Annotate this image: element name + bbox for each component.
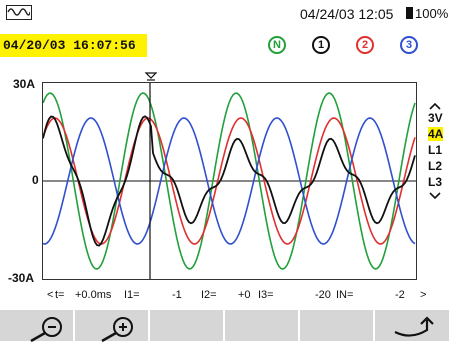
waveform-icon[interactable] — [6, 5, 32, 20]
readout-in-label: IN= — [336, 289, 354, 301]
readout-t-value: +0.0ms — [75, 289, 112, 301]
zoom-in-button[interactable] — [75, 310, 150, 342]
channel-n-indicator[interactable]: N — [268, 36, 286, 54]
waveform-2 — [43, 115, 416, 247]
cursor-marker-icon[interactable] — [144, 72, 158, 82]
readout-i2-value: +0 — [238, 289, 251, 301]
readout-i1-value: -1 — [172, 289, 182, 301]
selector-l2[interactable]: L2 — [428, 159, 443, 173]
zoom-in-icon — [101, 317, 133, 342]
readout-i2-label: I2= — [201, 289, 217, 301]
waveform-1 — [43, 117, 416, 245]
selector-4a[interactable]: 4A — [428, 127, 444, 141]
readout-in-value: -2 — [395, 289, 405, 301]
readout-i3-label: I3= — [258, 289, 274, 301]
softkey-5[interactable] — [300, 310, 375, 341]
waveform-canvas — [43, 83, 416, 279]
channel-2-indicator[interactable]: 2 — [356, 36, 374, 54]
return-button[interactable] — [375, 310, 449, 341]
y-axis-bottom-label: -30A — [8, 271, 35, 285]
current-datetime: 04/24/03 12:05 — [300, 6, 394, 22]
waveform-n — [43, 92, 416, 270]
readout-i3-value: -20 — [315, 289, 331, 301]
selector-l1[interactable]: L1 — [428, 143, 443, 157]
selector-3v[interactable]: 3V — [428, 111, 443, 125]
cursor-readout: < t= +0.0ms I1= -1 I2= +0 I3= -20 IN= -2… — [0, 289, 449, 305]
softkey-4[interactable] — [225, 310, 300, 341]
chevron-up-icon[interactable] — [429, 102, 441, 110]
chevron-down-icon[interactable] — [429, 192, 441, 200]
battery-icon — [406, 7, 413, 19]
battery-status: 100% — [406, 6, 448, 21]
readout-next-arrow[interactable]: > — [420, 289, 427, 301]
battery-level: 100% — [415, 6, 449, 21]
y-axis-top-label: 30A — [13, 77, 36, 91]
status-bar: 04/24/03 12:05 100% — [0, 0, 449, 26]
snapshot-timestamp: 04/20/03 16:07:56 — [0, 34, 147, 57]
readout-t-label: t= — [55, 289, 65, 301]
return-icon — [394, 316, 434, 337]
waveform-3 — [43, 117, 416, 245]
y-axis-zero-label: 0 — [32, 173, 39, 187]
zoom-out-icon — [30, 317, 62, 342]
channel-3-indicator[interactable]: 3 — [400, 36, 418, 54]
softkey-bar — [0, 310, 449, 342]
channel-1-indicator[interactable]: 1 — [312, 36, 330, 54]
readout-i1-label: I1= — [124, 289, 140, 301]
waveform-plot[interactable] — [42, 82, 417, 280]
softkey-3[interactable] — [150, 310, 225, 341]
zoom-out-button[interactable] — [0, 310, 75, 342]
selector-l3[interactable]: L3 — [428, 175, 443, 189]
readout-prev-arrow[interactable]: < — [47, 289, 54, 301]
